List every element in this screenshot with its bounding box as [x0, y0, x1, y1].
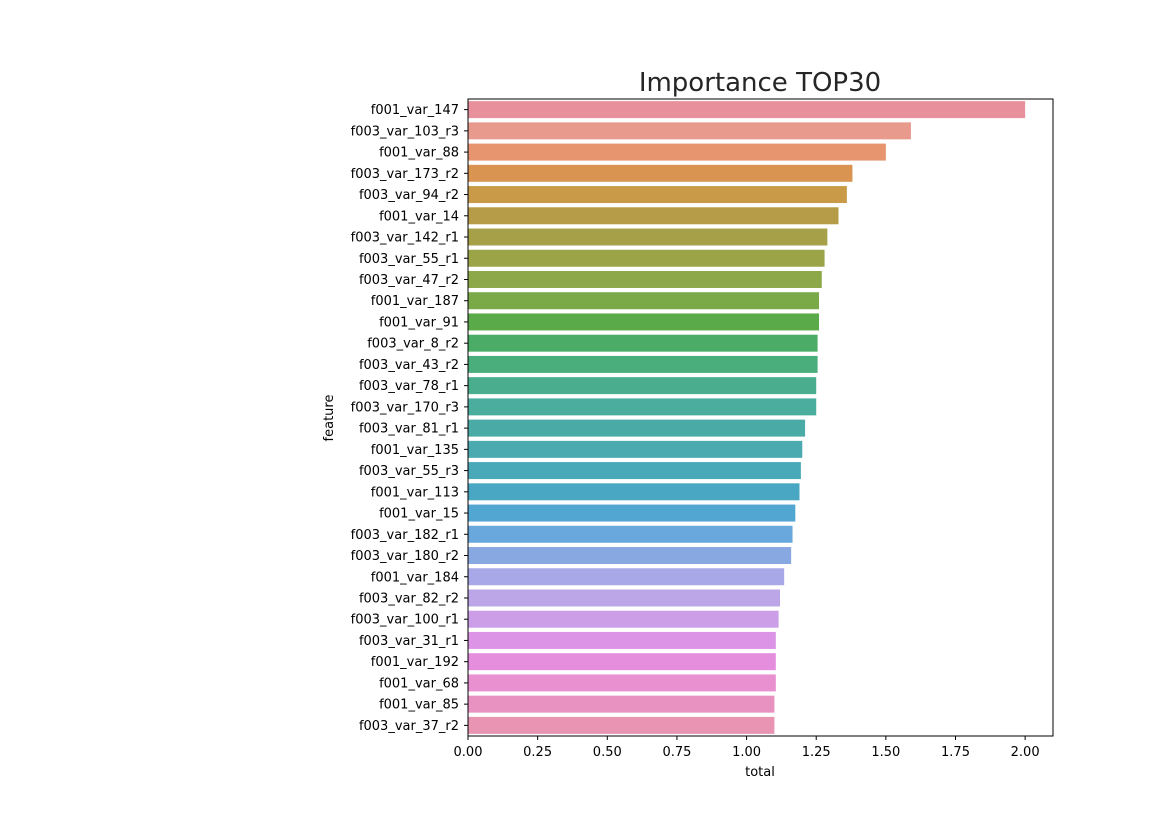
y-tick-label: f001_var_184	[371, 570, 459, 585]
bar-f003_var_142_r1	[468, 228, 828, 246]
bar-f003_var_37_r2	[468, 716, 775, 734]
y-tick-label: f003_var_182_r1	[351, 528, 459, 543]
y-tick-label: f003_var_8_r2	[367, 337, 459, 352]
bar-f003_var_81_r1	[468, 419, 806, 437]
x-axis-ticks: 0.00 0.25 0.50 0.75 1.00 1.25 1.50 1.75 2.00	[454, 736, 1040, 760]
x-tick-label: 0.50	[593, 745, 622, 760]
bar-f003_var_31_r1	[468, 631, 776, 649]
bar-f001_var_147	[468, 101, 1026, 119]
y-tick-label: f003_var_82_r2	[359, 591, 459, 606]
x-tick-label: 0.00	[454, 745, 483, 760]
x-tick-label: 1.00	[732, 745, 761, 760]
bar-f001_var_15	[468, 504, 796, 522]
bar-f003_var_100_r1	[468, 610, 779, 628]
y-tick-label: f001_var_113	[371, 485, 459, 500]
bar-f001_var_184	[468, 568, 785, 586]
y-tick-label: f003_var_103_r3	[351, 124, 459, 139]
bar-f001_var_14	[468, 207, 839, 225]
bar-f001_var_187	[468, 292, 819, 310]
bar-f003_var_103_r3	[468, 122, 911, 140]
y-tick-label: f003_var_81_r1	[359, 422, 459, 437]
y-tick-label: f001_var_15	[379, 507, 459, 522]
bar-f003_var_43_r2	[468, 355, 818, 373]
y-tick-label: f003_var_180_r2	[351, 549, 459, 564]
y-tick-label: f003_var_47_r2	[359, 273, 459, 288]
y-tick-label: f003_var_55_r3	[359, 464, 459, 479]
y-tick-label: f003_var_173_r2	[351, 167, 459, 182]
bar-f001_var_91	[468, 313, 819, 331]
y-tick-label: f001_var_91	[379, 315, 459, 330]
x-tick-label: 1.75	[941, 745, 970, 760]
bar-f001_var_135	[468, 440, 803, 458]
y-tick-label: f001_var_85	[379, 698, 459, 713]
y-tick-label: f001_var_14	[379, 209, 459, 224]
plot-frame	[467, 98, 1054, 737]
y-tick-label: f003_var_43_r2	[359, 358, 459, 373]
x-tick-label: 1.25	[802, 745, 831, 760]
x-tick-label: 1.50	[871, 745, 900, 760]
bar-f003_var_82_r2	[468, 589, 780, 607]
bar-f001_var_85	[468, 695, 775, 713]
y-tick-label: f001_var_135	[371, 443, 459, 458]
x-tick-label: 0.25	[523, 745, 552, 760]
bar-f003_var_55_r1	[468, 249, 825, 267]
bar-f003_var_170_r3	[468, 398, 817, 416]
bar-f003_var_78_r1	[468, 377, 817, 395]
y-tick-label: f001_var_187	[371, 294, 459, 309]
y-tick-label: f003_var_142_r1	[351, 231, 459, 246]
y-tick-label: f003_var_100_r1	[351, 613, 459, 628]
y-tick-label: f003_var_170_r3	[351, 400, 459, 415]
bar-f003_var_182_r1	[468, 525, 793, 543]
bar-f003_var_94_r2	[468, 186, 847, 204]
bar-f003_var_8_r2	[468, 334, 818, 352]
bar-f001_var_192	[468, 653, 776, 671]
y-tick-label: f003_var_55_r1	[359, 252, 459, 267]
y-tick-label: f001_var_88	[379, 146, 459, 161]
bars-group	[468, 101, 1026, 734]
bar-f001_var_88	[468, 143, 886, 161]
y-tick-label: f001_var_147	[371, 103, 459, 118]
bar-f003_var_173_r2	[468, 164, 853, 182]
bar-f003_var_180_r2	[468, 547, 792, 565]
bar-f001_var_113	[468, 483, 800, 501]
y-axis-label: feature	[322, 395, 337, 442]
bar-f003_var_55_r3	[468, 462, 801, 480]
x-tick-label: 2.00	[1011, 745, 1040, 760]
y-tick-label: f001_var_68	[379, 676, 459, 691]
y-tick-label: f003_var_94_r2	[359, 188, 459, 203]
y-tick-label: f003_var_78_r1	[359, 379, 459, 394]
y-tick-label: f003_var_37_r2	[359, 719, 459, 734]
y-axis-ticks: f001_var_147 f003_var_103_r3 f001_var_88 f0…	[351, 103, 468, 734]
chart-title: Importance TOP30	[639, 68, 881, 98]
bar-f001_var_68	[468, 674, 776, 692]
y-tick-label: f003_var_31_r1	[359, 634, 459, 649]
x-tick-label: 0.75	[662, 745, 691, 760]
bar-f003_var_47_r2	[468, 270, 822, 288]
x-axis-label: total	[745, 765, 775, 780]
y-tick-label: f001_var_192	[371, 655, 459, 670]
